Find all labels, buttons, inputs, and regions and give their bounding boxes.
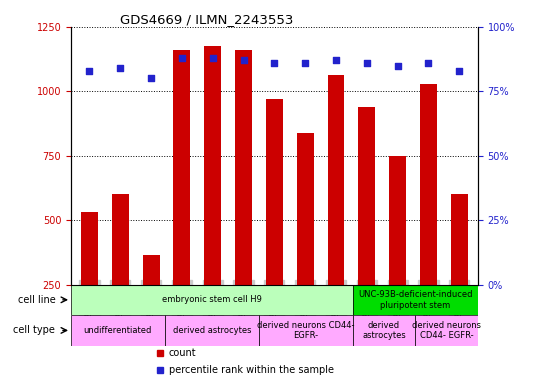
- Bar: [358, 107, 375, 349]
- Text: derived neurons
CD44- EGFR-: derived neurons CD44- EGFR-: [412, 321, 481, 340]
- Bar: [415, 315, 478, 346]
- Bar: [174, 50, 191, 349]
- Text: cell type: cell type: [14, 325, 55, 336]
- Bar: [328, 74, 345, 349]
- Point: [85, 68, 94, 74]
- Point: [424, 60, 433, 66]
- Point: [455, 68, 464, 74]
- Point: [177, 55, 186, 61]
- Bar: [165, 315, 259, 346]
- Bar: [420, 84, 437, 349]
- Text: UNC-93B-deficient-induced
pluripotent stem: UNC-93B-deficient-induced pluripotent st…: [358, 290, 472, 310]
- Point: [116, 65, 124, 71]
- Text: derived astrocytes: derived astrocytes: [173, 326, 251, 335]
- Point: [363, 60, 371, 66]
- Text: count: count: [169, 348, 196, 358]
- Text: derived neurons CD44-
EGFR-: derived neurons CD44- EGFR-: [257, 321, 354, 340]
- Bar: [353, 315, 415, 346]
- Bar: [389, 156, 406, 349]
- Bar: [71, 285, 353, 315]
- Bar: [259, 315, 353, 346]
- Text: embryonic stem cell H9: embryonic stem cell H9: [162, 295, 262, 305]
- Bar: [451, 194, 468, 349]
- Bar: [204, 46, 221, 349]
- Bar: [266, 99, 283, 349]
- Point: [301, 60, 310, 66]
- Text: undifferentiated: undifferentiated: [84, 326, 152, 335]
- Point: [239, 57, 248, 63]
- Bar: [81, 212, 98, 349]
- Text: percentile rank within the sample: percentile rank within the sample: [169, 365, 334, 375]
- Bar: [71, 315, 165, 346]
- Point: [331, 57, 340, 63]
- Point: [147, 75, 156, 81]
- Bar: [296, 132, 313, 349]
- Bar: [235, 50, 252, 349]
- Point: [393, 63, 402, 69]
- Bar: [143, 255, 159, 349]
- Bar: [353, 285, 478, 315]
- Point: [209, 55, 217, 61]
- Text: cell line: cell line: [17, 295, 55, 305]
- Point: [270, 60, 279, 66]
- Bar: [112, 194, 129, 349]
- Text: derived
astrocytes: derived astrocytes: [362, 321, 406, 340]
- Text: GDS4669 / ILMN_2243553: GDS4669 / ILMN_2243553: [120, 13, 293, 26]
